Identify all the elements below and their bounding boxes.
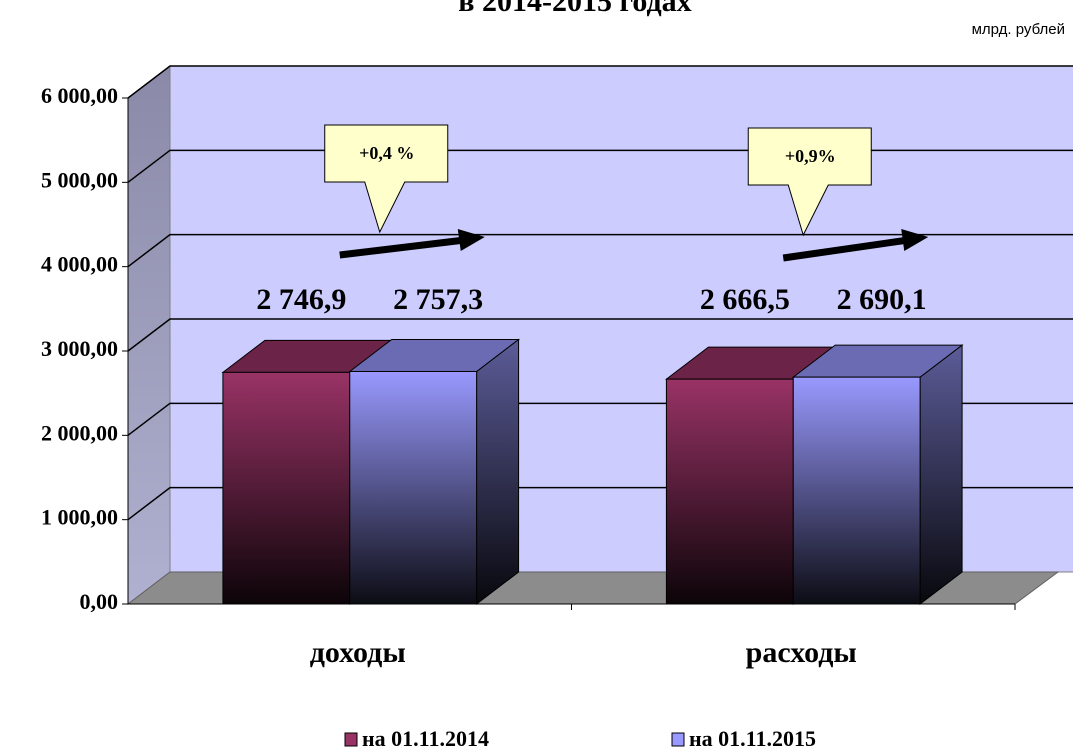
value-label: 2 746,9 (256, 283, 346, 316)
unit-label: млрд. рублей (972, 21, 1065, 38)
trend-arrow (782, 236, 909, 262)
bar (222, 371, 351, 605)
arrow-head (457, 229, 485, 251)
y-tick-label: 0,00 (80, 589, 119, 614)
y-tick-label: 6 000,00 (41, 83, 118, 108)
y-tick-label: 5 000,00 (41, 167, 118, 192)
legend-label: на 01.11.2015 (689, 726, 816, 751)
value-label: 2 757,3 (393, 283, 483, 316)
bar-side (476, 338, 520, 606)
y-tick-label: 3 000,00 (41, 336, 118, 361)
bar-side (919, 344, 963, 606)
value-label: 2 666,5 (700, 283, 790, 316)
bar (792, 376, 921, 605)
callout (747, 127, 872, 237)
legend-label: на 01.11.2014 (362, 726, 489, 751)
grid-line (127, 65, 1073, 99)
bar (665, 378, 794, 605)
y-tick-label: 1 000,00 (41, 505, 118, 530)
value-label: 2 690,1 (837, 283, 927, 316)
grid-line (127, 318, 1073, 352)
bar (349, 370, 478, 605)
legend-swatch (671, 732, 685, 747)
chart-title: в 2014-2015 годах (458, 0, 691, 18)
arrow-head (901, 229, 929, 251)
trend-arrow (339, 236, 466, 259)
x-tick-label: расходы (746, 636, 857, 669)
legend-swatch (344, 732, 358, 747)
callout (324, 124, 449, 234)
grid-line (127, 233, 1073, 268)
x-tick-label: доходы (310, 636, 406, 669)
annotation: +0,4 % (359, 143, 414, 163)
annotation: +0,9% (785, 146, 836, 166)
y-tick-label: 2 000,00 (41, 420, 118, 445)
y-tick-label: 4 000,00 (41, 252, 118, 277)
